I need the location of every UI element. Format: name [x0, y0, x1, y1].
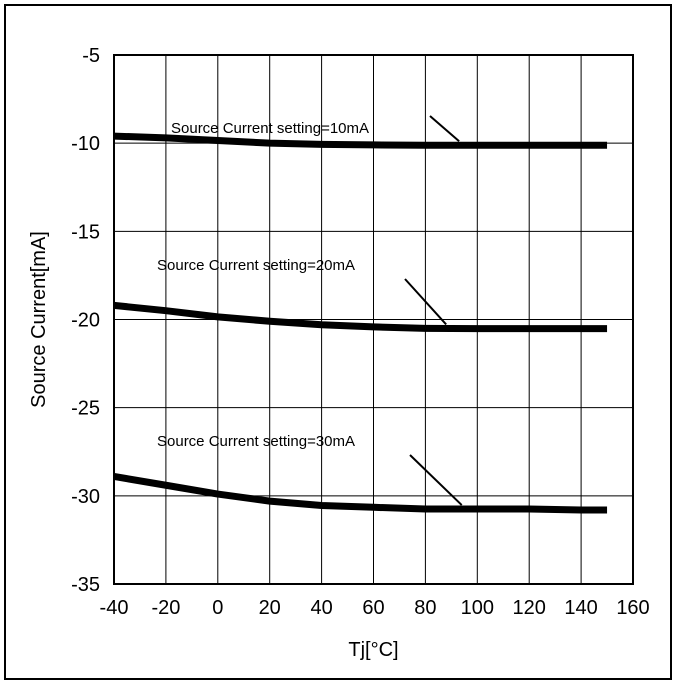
x-tick-label: -40 — [100, 597, 129, 619]
x-tick-label: -20 — [151, 597, 180, 619]
annotations: Source Current setting=10mA Source Curren… — [157, 115, 463, 506]
x-tick-label: 80 — [414, 597, 436, 619]
annotation-leader-line — [409, 454, 463, 506]
series-group — [113, 132, 608, 514]
annotation-leader-line — [429, 115, 460, 143]
y-tick-labels: -5 -10 -15 -20 -25 -30 -35 — [71, 45, 100, 596]
y-axis-label: Source Current[mA] — [28, 231, 50, 408]
x-tick-label: 0 — [212, 597, 223, 619]
y-tick-label: -5 — [82, 45, 100, 67]
y-tick-label: -35 — [71, 574, 100, 596]
y-tick-label: -25 — [71, 398, 100, 420]
series-line — [113, 301, 608, 333]
series-line — [113, 472, 608, 514]
x-tick-labels: -40 -20 0 20 40 60 80 100 120 140 160 — [100, 597, 650, 619]
x-tick-label: 120 — [513, 597, 546, 619]
annotation-leader-line — [404, 278, 447, 326]
y-tick-label: -10 — [71, 133, 100, 155]
series-annotation: Source Current setting=30mA — [157, 433, 355, 450]
x-tick-label: 40 — [310, 597, 332, 619]
plot-area — [113, 54, 634, 585]
x-tick-label: 20 — [259, 597, 281, 619]
y-tick-label: -15 — [71, 221, 100, 243]
x-tick-label: 60 — [362, 597, 384, 619]
y-tick-label: -30 — [71, 486, 100, 508]
x-tick-label: 140 — [564, 597, 597, 619]
y-tick-label: -20 — [71, 310, 100, 332]
series-annotation: Source Current setting=10mA — [171, 120, 369, 137]
series-annotation: Source Current setting=20mA — [157, 257, 355, 274]
chart-frame — [4, 4, 672, 680]
x-tick-label: 100 — [461, 597, 494, 619]
series-line — [113, 132, 608, 149]
x-tick-label: 160 — [616, 597, 649, 619]
x-axis-label: Tj[°C] — [348, 639, 398, 661]
